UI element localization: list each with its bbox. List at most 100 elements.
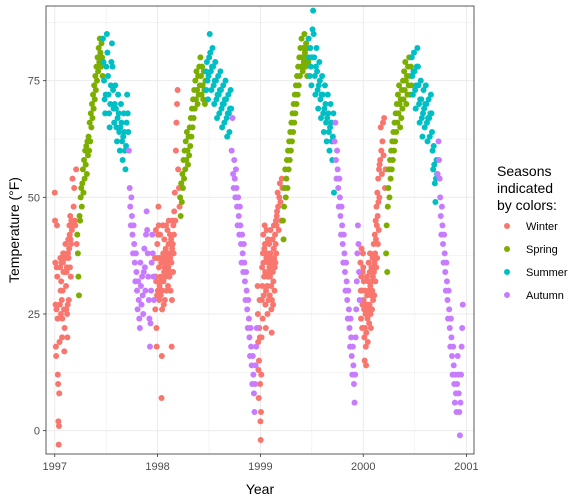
data-point-spring [99,54,106,61]
data-point-autumn [346,325,353,331]
data-point-winter [270,278,277,285]
data-point-spring [90,91,97,98]
data-point-spring [183,157,190,163]
data-point-summer [409,91,416,98]
data-point-winter [376,194,383,201]
y-axis: 0 25 50 75 [28,76,46,438]
data-point-winter [70,203,77,210]
data-point-summer [115,110,122,117]
data-point-autumn [436,157,443,163]
data-point-summer [104,73,111,79]
data-point-spring [74,250,81,257]
data-point-winter [374,213,381,219]
data-point-spring [181,175,188,182]
data-point-spring [177,213,184,219]
data-point-winter [261,241,268,247]
data-point-winter [174,101,181,107]
data-point-summer [222,77,229,84]
data-point-spring [198,91,205,98]
data-point-winter [263,287,270,294]
data-point-winter [375,175,382,182]
data-point-summer [228,105,235,112]
data-point-winter [167,287,174,294]
data-point-spring [298,35,305,42]
data-point-summer [104,49,111,56]
data-point-summer [420,87,427,93]
data-point-winter [63,306,70,313]
data-point-summer [327,101,334,107]
data-point-autumn [455,390,462,397]
data-point-spring [78,203,85,210]
data-point-summer [220,82,227,89]
data-point-spring [288,138,295,145]
data-point-winter [53,353,60,359]
data-point-autumn [139,292,146,299]
data-point-spring [392,138,399,145]
data-point-summer [408,54,415,61]
data-point-spring [96,59,103,65]
data-point-autumn [140,311,147,317]
data-point-autumn [236,203,243,210]
data-point-autumn [146,343,153,350]
data-point-summer [414,45,421,51]
data-point-summer [123,143,130,149]
data-point-autumn [135,297,142,303]
data-point-winter [159,287,166,294]
data-point-winter [68,241,75,247]
data-point-autumn [345,306,352,313]
data-point-winter [360,278,367,285]
data-point-summer [415,82,422,89]
data-point-summer [317,96,324,103]
data-point-winter [165,264,172,271]
data-point-winter [273,222,280,229]
data-point-autumn [237,222,244,229]
data-point-summer [209,45,216,51]
data-point-spring [94,54,101,61]
data-point-spring [402,59,409,65]
legend-key-spring [504,246,510,252]
data-point-autumn [233,185,240,191]
data-point-winter [364,339,371,345]
data-point-autumn [253,343,260,350]
data-point-spring [78,185,85,191]
data-point-winter [166,250,173,257]
data-point-spring [292,110,299,117]
data-point-spring [75,273,82,280]
data-point-autumn [240,241,247,247]
legend-key-summer [504,269,510,275]
data-point-winter [173,119,180,126]
data-point-summer [423,119,430,126]
data-point-autumn [247,325,254,331]
data-point-winter [266,264,273,271]
data-point-autumn [149,250,156,257]
data-point-summer [419,133,426,140]
data-point-winter [366,320,373,327]
data-point-summer [321,105,328,112]
data-point-spring [194,101,201,107]
data-point-autumn [241,278,248,285]
data-point-winter [64,301,71,308]
data-point-spring [401,68,408,75]
data-point-winter [61,325,68,331]
data-point-autumn [447,315,454,322]
data-point-spring [300,59,307,65]
data-point-winter [362,343,369,350]
data-point-spring [90,105,97,112]
data-point-autumn [438,203,445,210]
data-point-autumn [128,194,135,201]
data-point-winter [168,297,175,303]
data-point-spring [87,138,94,145]
data-point-spring [89,115,96,121]
data-point-spring [393,129,400,135]
data-point-winter [359,250,366,257]
data-point-autumn [458,371,465,378]
x-axis: 1997 1998 1999 2000 2001 [42,454,479,473]
data-point-winter [72,222,79,229]
data-point-summer [316,59,323,65]
data-point-autumn [351,399,358,406]
data-point-winter [373,203,380,210]
data-point-spring [403,101,410,107]
data-point-spring [97,49,104,56]
data-point-autumn [441,231,448,238]
data-point-winter [162,245,169,252]
